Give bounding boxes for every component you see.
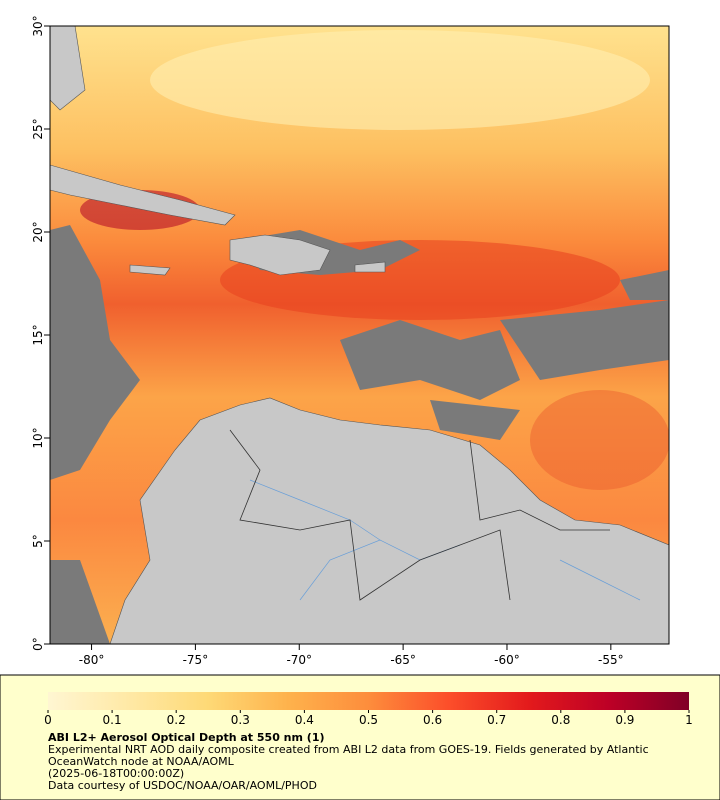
caption-description: Experimental NRT AOD daily composite cre… (48, 743, 649, 768)
caption-credit: Data courtesy of USDOC/NOAA/OAR/AOML/PHO… (48, 779, 317, 792)
colorbar-tick-label: 0.9 (615, 713, 634, 727)
colorbar-tick-label: 0.4 (295, 713, 314, 727)
y-tick-label: 30° (31, 15, 45, 36)
x-tick-label: -75° (183, 653, 209, 667)
colorbar (48, 692, 689, 710)
x-tick-label: -80° (79, 653, 105, 667)
y-tick-label: 25° (31, 118, 45, 139)
x-tick-label: -55° (598, 653, 624, 667)
colorbar-tick-label: 0.2 (167, 713, 186, 727)
y-tick-label: 10° (31, 427, 45, 448)
borders (229, 429, 610, 601)
map (50, 26, 669, 644)
land (50, 26, 669, 644)
colorbar-tick-label: 0.5 (359, 713, 378, 727)
x-tick-label: -65° (390, 653, 416, 667)
colorbar-tick-label: 0.6 (423, 713, 442, 727)
colorbar-tick-label: 1 (685, 713, 693, 727)
colorbar-tick-label: 0.8 (551, 713, 570, 727)
x-tick-label: -70° (286, 653, 312, 667)
y-tick-label: 20° (31, 221, 45, 242)
y-tick-label: 15° (31, 324, 45, 345)
x-tick-label: -60° (494, 653, 520, 667)
no-data (50, 225, 669, 644)
colorbar-tick-label: 0.7 (487, 713, 506, 727)
y-tick-label: 0° (31, 637, 45, 651)
caption-date: (2025-06-18T00:00:00Z) (48, 767, 185, 780)
caption-title: ABI L2+ Aerosol Optical Depth at 550 nm … (48, 731, 325, 744)
colorbar-tick-label: 0.3 (231, 713, 250, 727)
colorbar-tick-label: 0 (44, 713, 52, 727)
caption: ABI L2+ Aerosol Optical Depth at 550 nm … (48, 732, 688, 792)
colorbar-tick-label: 0.1 (103, 713, 122, 727)
y-tick-label: 5° (31, 534, 45, 548)
